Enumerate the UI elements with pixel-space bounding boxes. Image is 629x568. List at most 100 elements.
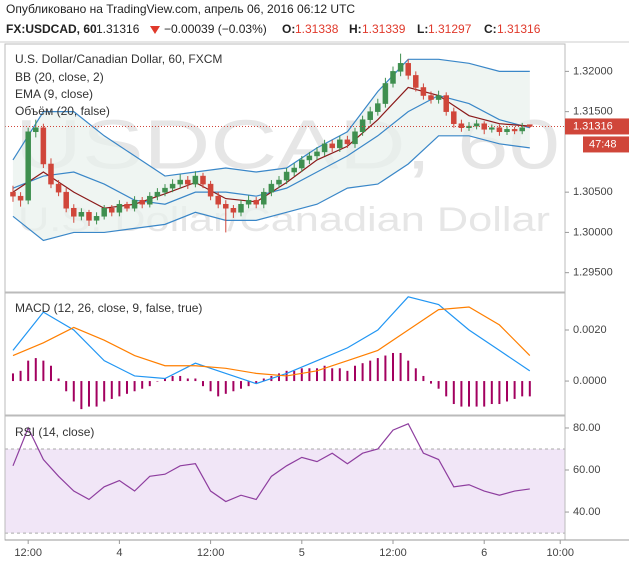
candle-body <box>443 95 449 112</box>
ohlc-label: C: <box>484 22 497 36</box>
histogram-bar <box>521 381 524 397</box>
y-tick-label: 0.0020 <box>573 324 607 336</box>
x-tick-label: 12:00 <box>197 547 225 559</box>
ohlc-label: H: <box>349 22 362 36</box>
candle-body <box>519 127 525 132</box>
ohlc-label: O: <box>282 22 295 36</box>
histogram-bar <box>422 375 425 382</box>
candle-body <box>162 187 168 193</box>
histogram-bar <box>498 381 501 405</box>
last-price-box <box>565 118 629 135</box>
histogram-bar <box>239 381 242 389</box>
candle-body <box>215 195 221 205</box>
candle-body <box>261 191 267 205</box>
x-tick-label: 4 <box>116 547 122 559</box>
histogram-bar <box>148 381 151 387</box>
candle-body <box>109 208 115 213</box>
histogram-bar <box>163 378 166 382</box>
histogram-bar <box>34 358 37 382</box>
histogram-bar <box>338 368 341 382</box>
y-tick-label: 60.00 <box>573 464 601 476</box>
histogram-bar <box>186 378 189 382</box>
candle-body <box>116 203 123 213</box>
histogram-bar <box>141 381 144 389</box>
candle-body <box>245 199 252 205</box>
candle-body <box>268 183 275 193</box>
candle-body <box>291 167 297 173</box>
rsi-band <box>5 448 565 534</box>
histogram-bar <box>506 381 509 402</box>
x-tick-label: 10:00 <box>546 547 574 559</box>
ohlc-value: 1.31297 <box>428 22 472 36</box>
histogram-bar <box>156 381 159 382</box>
histogram-bar <box>475 381 478 407</box>
candle-body <box>375 103 381 112</box>
histogram-bar <box>247 381 250 387</box>
histogram-bar <box>255 381 258 384</box>
candle-body <box>185 179 191 185</box>
histogram-bar <box>42 360 45 382</box>
band-fill <box>12 59 530 241</box>
candle-body <box>382 83 389 104</box>
candle-body <box>207 183 214 197</box>
histogram-bar <box>468 381 471 407</box>
y-tick-label: 1.30500 <box>573 186 613 198</box>
y-tick-label: 1.31500 <box>573 106 613 118</box>
countdown-label: 47:48 <box>589 138 617 150</box>
candle-body <box>466 125 472 128</box>
candle-body <box>154 191 161 197</box>
histogram-bar <box>49 365 52 382</box>
indicator-label: EMA (9, close) <box>15 87 93 101</box>
candle-body <box>63 191 69 209</box>
candle-body <box>223 203 229 209</box>
last-price-label: 1.31316 <box>573 120 613 132</box>
histogram-bar <box>171 375 174 382</box>
candle-body <box>200 175 206 185</box>
y-tick-label: 1.30000 <box>573 226 613 238</box>
price-change: −0.00039 (−0.03%) <box>164 22 267 36</box>
candle-body <box>238 203 244 213</box>
histogram-bar <box>300 368 303 382</box>
macd-panel-border <box>4 292 566 416</box>
histogram-bar <box>209 381 212 392</box>
countdown-box <box>583 136 629 153</box>
candle-body <box>230 208 237 213</box>
candle-body <box>283 171 290 181</box>
histogram-bar <box>315 368 318 382</box>
ohlc-value: 1.31339 <box>362 22 406 36</box>
candle-body <box>40 127 47 165</box>
indicator-label: Объём (20, false) <box>15 104 110 118</box>
candle-body <box>496 127 503 133</box>
candle-body <box>131 199 138 209</box>
y-tick-label: 1.29500 <box>573 267 613 279</box>
candle-body <box>413 75 419 88</box>
down-arrow <box>150 26 160 34</box>
histogram-bar <box>118 381 121 397</box>
candle-body <box>33 127 39 133</box>
candle-body <box>420 87 427 96</box>
histogram-bar <box>414 368 417 382</box>
plot-layer <box>5 53 565 534</box>
candle-body <box>321 143 328 153</box>
candle-body <box>169 183 176 189</box>
candle-body <box>147 195 153 205</box>
y-tick-label: 0.0000 <box>573 375 607 387</box>
histogram-bar <box>224 381 227 394</box>
histogram-bar <box>430 381 433 384</box>
histogram-bar <box>57 378 60 382</box>
symbol: FX:USDCAD, 60 <box>6 22 97 36</box>
candle-body <box>435 95 442 100</box>
candle-body <box>473 123 480 127</box>
histogram-bar <box>87 381 90 407</box>
y-tick-label: 80.00 <box>573 422 601 434</box>
candle-body <box>329 143 335 149</box>
histogram-bar <box>65 381 68 392</box>
indicator-line <box>12 58 530 177</box>
x-tick-label: 6 <box>481 547 487 559</box>
candle-body <box>276 179 282 185</box>
histogram-bar <box>217 381 220 397</box>
histogram-bar <box>277 373 280 382</box>
candle-body <box>177 179 183 185</box>
candle-body <box>481 123 487 130</box>
